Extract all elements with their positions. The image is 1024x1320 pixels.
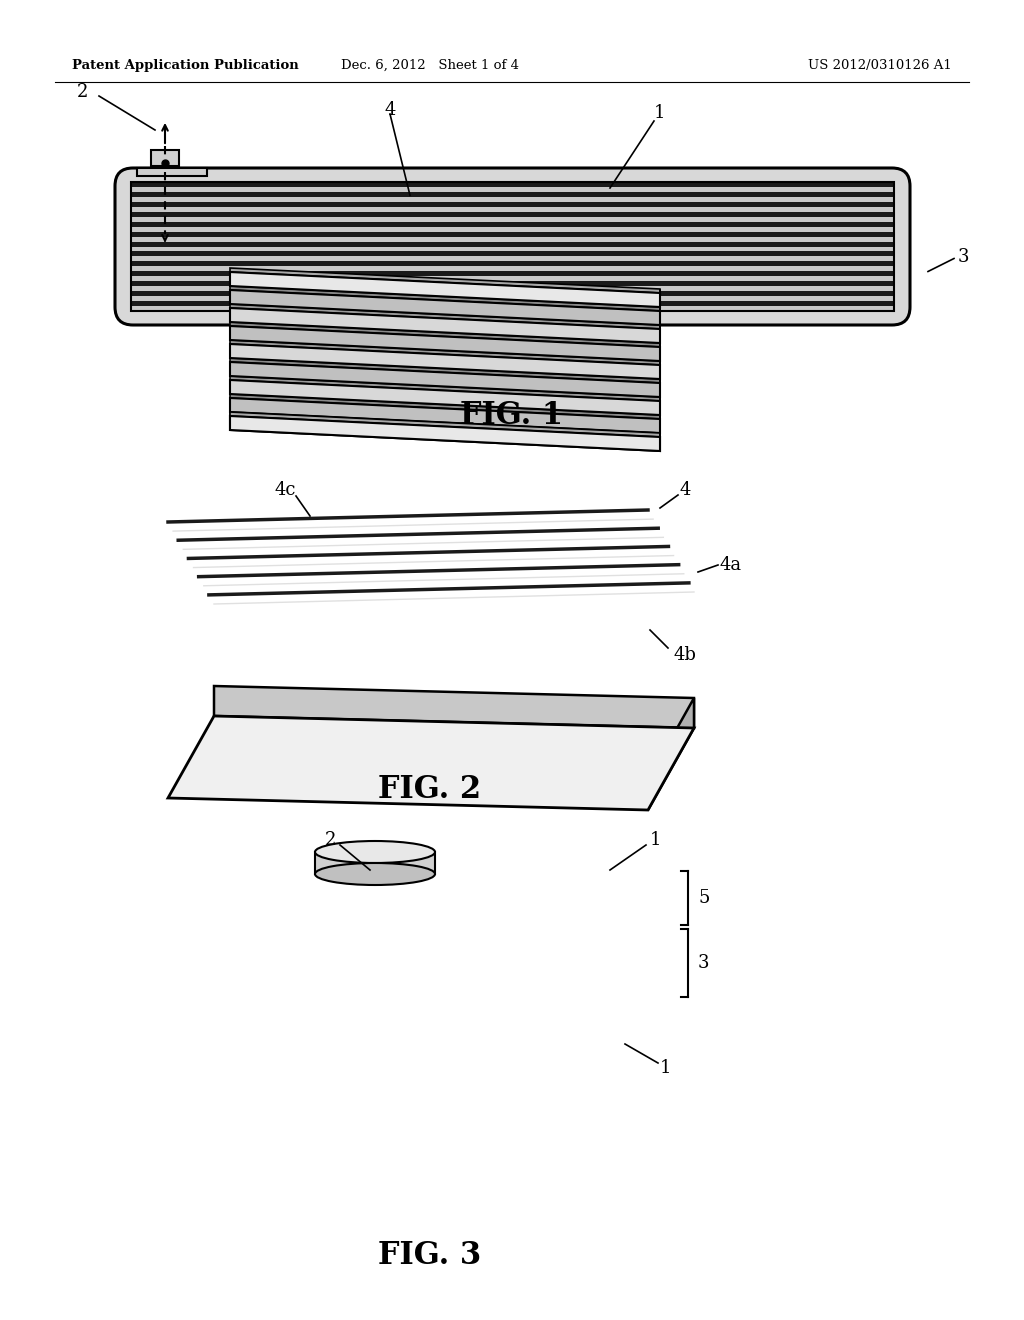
Bar	[131, 252, 894, 256]
Text: 3: 3	[958, 248, 970, 265]
Polygon shape	[230, 268, 660, 293]
Polygon shape	[230, 358, 660, 383]
Polygon shape	[230, 376, 660, 401]
Bar	[131, 247, 894, 252]
Bar	[131, 236, 894, 242]
Text: 1: 1	[649, 832, 660, 849]
Text: 3: 3	[698, 954, 710, 972]
Polygon shape	[230, 399, 660, 433]
Bar	[131, 197, 894, 202]
Polygon shape	[230, 326, 660, 360]
Text: 2: 2	[325, 832, 336, 849]
Text: 4: 4	[384, 102, 395, 119]
Bar	[131, 207, 894, 211]
Bar	[131, 276, 894, 281]
Text: 5: 5	[698, 888, 710, 907]
Bar	[131, 286, 894, 292]
Bar	[131, 296, 894, 301]
Bar	[131, 267, 894, 272]
Text: 1: 1	[654, 104, 666, 121]
Bar	[131, 191, 894, 197]
Bar	[137, 168, 207, 176]
Bar	[315, 851, 435, 874]
Polygon shape	[230, 322, 660, 347]
Polygon shape	[214, 686, 694, 729]
Polygon shape	[230, 416, 660, 451]
Bar	[131, 227, 894, 231]
Polygon shape	[230, 416, 660, 451]
Text: FIG. 2: FIG. 2	[379, 775, 481, 805]
Bar	[131, 256, 894, 261]
Bar	[131, 222, 894, 227]
Polygon shape	[648, 698, 694, 810]
Bar	[131, 306, 894, 312]
Polygon shape	[230, 393, 660, 418]
Bar	[131, 216, 894, 222]
Bar	[131, 182, 894, 312]
Polygon shape	[230, 345, 660, 379]
Text: 2: 2	[78, 83, 89, 102]
Bar	[131, 182, 894, 312]
Polygon shape	[230, 308, 660, 343]
Ellipse shape	[315, 841, 435, 863]
Text: 4c: 4c	[274, 480, 296, 499]
Bar	[131, 261, 894, 267]
Polygon shape	[230, 362, 660, 397]
Polygon shape	[230, 290, 660, 325]
Polygon shape	[230, 341, 660, 366]
Polygon shape	[230, 272, 660, 308]
Text: 4b: 4b	[674, 645, 696, 664]
Polygon shape	[230, 412, 660, 437]
Text: 4: 4	[679, 480, 690, 499]
Text: Dec. 6, 2012   Sheet 1 of 4: Dec. 6, 2012 Sheet 1 of 4	[341, 58, 519, 71]
Text: FIG. 1: FIG. 1	[461, 400, 563, 430]
Polygon shape	[230, 412, 660, 437]
Text: FIG. 3: FIG. 3	[379, 1239, 481, 1270]
Bar	[131, 211, 894, 216]
Bar	[131, 272, 894, 276]
Polygon shape	[230, 304, 660, 329]
Text: 1: 1	[660, 1059, 672, 1077]
Polygon shape	[168, 715, 694, 810]
Text: Patent Application Publication: Patent Application Publication	[72, 58, 299, 71]
Bar	[151, 150, 179, 166]
Text: 4a: 4a	[720, 556, 742, 574]
Bar	[131, 292, 894, 296]
Bar	[131, 202, 894, 207]
Bar	[131, 182, 894, 187]
Polygon shape	[230, 380, 660, 414]
Bar	[131, 301, 894, 306]
FancyBboxPatch shape	[115, 168, 910, 325]
Bar	[131, 242, 894, 247]
Ellipse shape	[315, 863, 435, 884]
Polygon shape	[230, 286, 660, 312]
Bar	[131, 281, 894, 286]
Bar	[131, 231, 894, 236]
Bar	[131, 187, 894, 191]
Text: US 2012/0310126 A1: US 2012/0310126 A1	[808, 58, 952, 71]
